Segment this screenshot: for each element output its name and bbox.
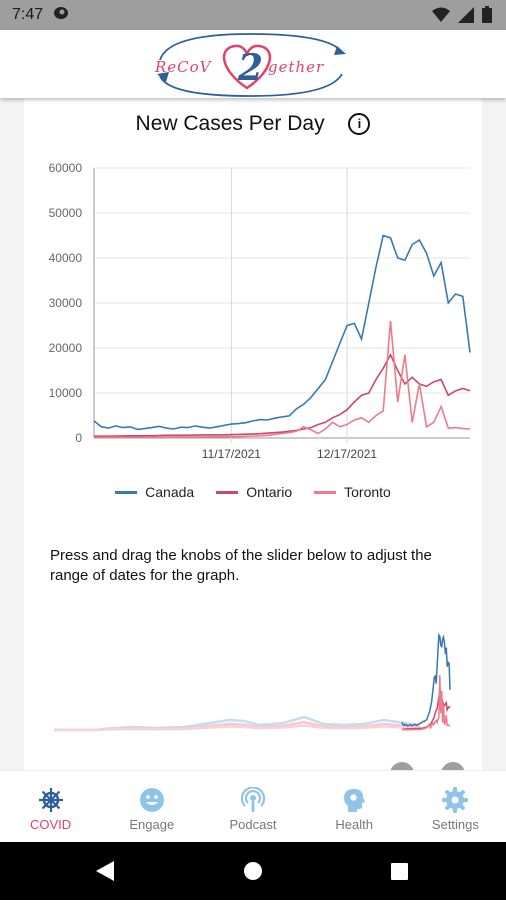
- chart-title-row: New Cases Per Day i: [24, 112, 482, 136]
- y-tick-label: 60000: [49, 161, 83, 175]
- overview-selected-toronto: [401, 675, 451, 731]
- legend-label-toronto: Toronto: [344, 484, 391, 500]
- wifi-icon: [432, 7, 450, 28]
- nav-item-health[interactable]: Health: [304, 771, 405, 843]
- legend-item-toronto[interactable]: Toronto: [314, 484, 391, 500]
- ship-wheel-icon: [38, 788, 63, 812]
- app-logo: ReCoV 2 gether: [154, 33, 346, 97]
- y-tick-label: 0: [75, 431, 82, 445]
- y-tick-label: 10000: [49, 386, 83, 400]
- legend-swatch-canada: [115, 490, 138, 494]
- smile-icon: [139, 788, 164, 812]
- gear-icon: [442, 787, 469, 813]
- back-icon[interactable]: [96, 861, 114, 881]
- app-header: ReCoV 2 gether: [0, 30, 506, 98]
- legend-label-ontario: Ontario: [246, 484, 293, 500]
- main-content[interactable]: New Cases Per Day i 0 10000 20000 30000 4000…: [0, 98, 506, 770]
- nav-label-settings: Settings: [431, 817, 479, 832]
- series-line-ontario: [94, 353, 471, 437]
- signal-icon: [458, 6, 474, 28]
- line-chart: 0 10000 20000 30000 40000 50000 60000 11/17/202…: [49, 161, 471, 458]
- system-navigation-bar: [0, 842, 506, 900]
- status-icons: [432, 6, 492, 28]
- nav-item-covid[interactable]: COVID: [0, 771, 101, 843]
- y-tick-label: 40000: [49, 251, 83, 265]
- range-slider-overview[interactable]: [24, 628, 482, 758]
- overview-history-toronto: [54, 724, 421, 732]
- recents-icon[interactable]: [391, 863, 408, 880]
- logo-left-text: ReCoV: [154, 58, 213, 76]
- y-tick-label: 30000: [49, 296, 83, 310]
- notification-icon: [53, 6, 69, 25]
- series-line-toronto: [93, 320, 471, 439]
- nav-label-covid: COVID: [30, 817, 72, 832]
- chart-title: New Cases Per Day: [135, 112, 325, 135]
- y-tick-label: 50000: [49, 206, 83, 220]
- logo-number: 2: [237, 47, 263, 89]
- nav-label-health: Health: [335, 817, 373, 832]
- podcast-icon: [240, 787, 266, 812]
- overview-selected-canada: [401, 633, 451, 727]
- nav-item-engage[interactable]: Engage: [101, 771, 202, 843]
- nav-label-engage: Engage: [129, 817, 175, 832]
- legend-label-canada: Canada: [145, 484, 195, 500]
- slider-knob-end[interactable]: [441, 762, 465, 770]
- chart-legend: Canada Ontario Toronto: [24, 484, 482, 500]
- x-tick-label: 11/17/2021: [202, 447, 261, 458]
- nav-label-podcast: Podcast: [229, 817, 277, 832]
- series-line-canada: [93, 234, 471, 431]
- nav-item-settings[interactable]: Settings: [405, 771, 506, 843]
- x-tick-label: 12/17/2021: [317, 447, 377, 458]
- status-bar: 7:47: [0, 0, 506, 30]
- legend-swatch-toronto: [314, 490, 337, 494]
- chart-card: New Cases Per Day i 0 10000 20000 30000 4000…: [24, 98, 482, 770]
- logo-right-text: gether: [268, 58, 324, 76]
- slider-instruction: Press and drag the knobs of the slider b…: [50, 547, 432, 584]
- legend-swatch-ontario: [216, 490, 239, 494]
- y-tick-label: 20000: [49, 341, 83, 355]
- battery-icon: [482, 6, 492, 28]
- home-icon[interactable]: [244, 862, 262, 880]
- overview-selected-ontario: [402, 690, 451, 730]
- bottom-navigation: COVID Engage Podcast Health: [0, 770, 506, 843]
- status-time: 7:47: [12, 6, 44, 23]
- legend-item-canada[interactable]: Canada: [115, 484, 194, 500]
- info-icon[interactable]: i: [348, 113, 371, 135]
- head-icon: [344, 789, 366, 812]
- legend-item-ontario[interactable]: Ontario: [216, 484, 292, 500]
- slider-knob-start[interactable]: [390, 762, 414, 770]
- nav-item-podcast[interactable]: Podcast: [202, 771, 303, 843]
